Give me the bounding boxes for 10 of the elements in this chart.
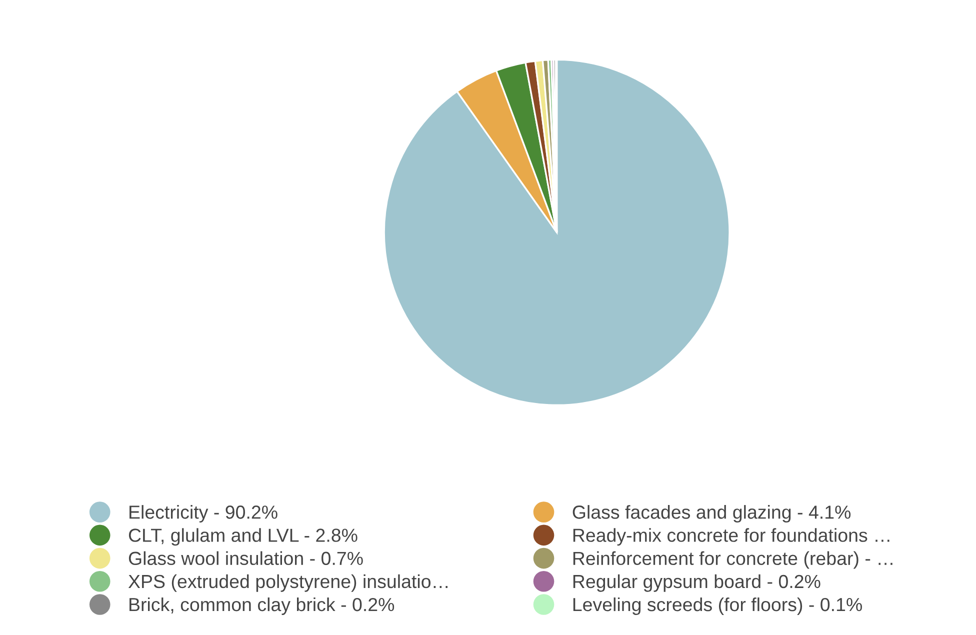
legend-label: Glass wool insulation - 0.7%: [128, 551, 363, 566]
legend-label: Regular gypsum board - 0.2%: [573, 574, 820, 592]
legend-label: Electricity - 90.2%: [130, 505, 278, 523]
legend-label: Glass facades and glazing - 4.1%: [572, 505, 851, 523]
legend-label: Leveling screeds (for floors) - 0.1%: [573, 597, 862, 615]
legend-label: Reinforcement for concrete (rebar) - …: [573, 551, 892, 569]
legend-label: CLT, glulam and LVL - 2.8%: [128, 528, 358, 546]
legend-label: Ready-mix concrete for foundations …: [573, 528, 890, 546]
legend-label: XPS (extruded polystyrene) insulatio…: [128, 574, 448, 592]
legend-label: Brick, common clay brick - 0.2%: [130, 597, 394, 615]
